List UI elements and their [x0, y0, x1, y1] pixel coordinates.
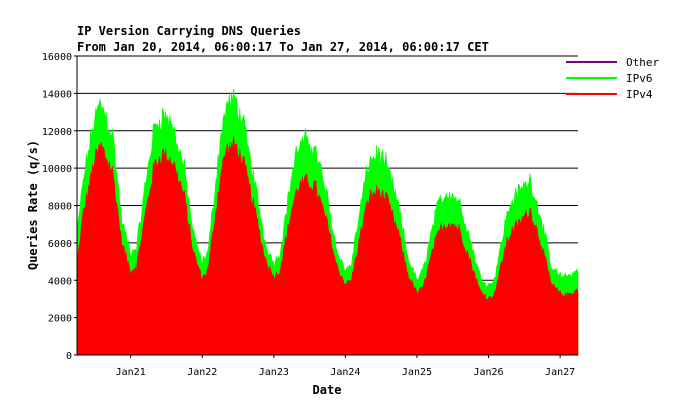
y-tick-labels: 0 2000 4000 6000 8000 10000 12000 14000 16000: [42, 52, 77, 362]
y-tick-label: 14000: [42, 89, 72, 100]
y-tick-label: 0: [66, 351, 72, 362]
x-tick-label: Jan26: [473, 367, 503, 378]
y-tick-label: 6000: [48, 239, 72, 250]
chart-title: IP Version Carrying DNS Queries: [77, 24, 301, 38]
x-tick-label: Jan25: [402, 367, 432, 378]
y-tick-label: 8000: [48, 202, 72, 213]
y-axis-label: Queries Rate (q/s): [26, 140, 40, 270]
series-ipv4-area: [76, 135, 579, 356]
y-tick-label: 4000: [48, 276, 72, 287]
x-tick-label: Jan22: [187, 367, 217, 378]
legend-label-ipv6: IPv6: [626, 72, 653, 85]
y-tick-label: 2000: [48, 314, 72, 325]
y-tick-label: 12000: [42, 127, 72, 138]
legend: Other IPv6 IPv4: [566, 56, 659, 101]
x-tick-labels: Jan21 Jan22 Jan23 Jan24 Jan25 Jan26 Jan27: [116, 355, 575, 378]
y-tick-label: 16000: [42, 52, 72, 63]
legend-label-ipv4: IPv4: [626, 88, 653, 101]
x-tick-label: Jan24: [330, 367, 360, 378]
chart-subtitle: From Jan 20, 2014, 06:00:17 To Jan 27, 2…: [77, 40, 489, 54]
legend-label-other: Other: [626, 56, 659, 69]
y-tick-label: 10000: [42, 164, 72, 175]
plot-areas: [76, 88, 579, 356]
x-tick-label: Jan27: [545, 367, 575, 378]
x-tick-label: Jan21: [116, 367, 146, 378]
x-axis-label: Date: [313, 383, 342, 397]
x-tick-label: Jan23: [259, 367, 289, 378]
